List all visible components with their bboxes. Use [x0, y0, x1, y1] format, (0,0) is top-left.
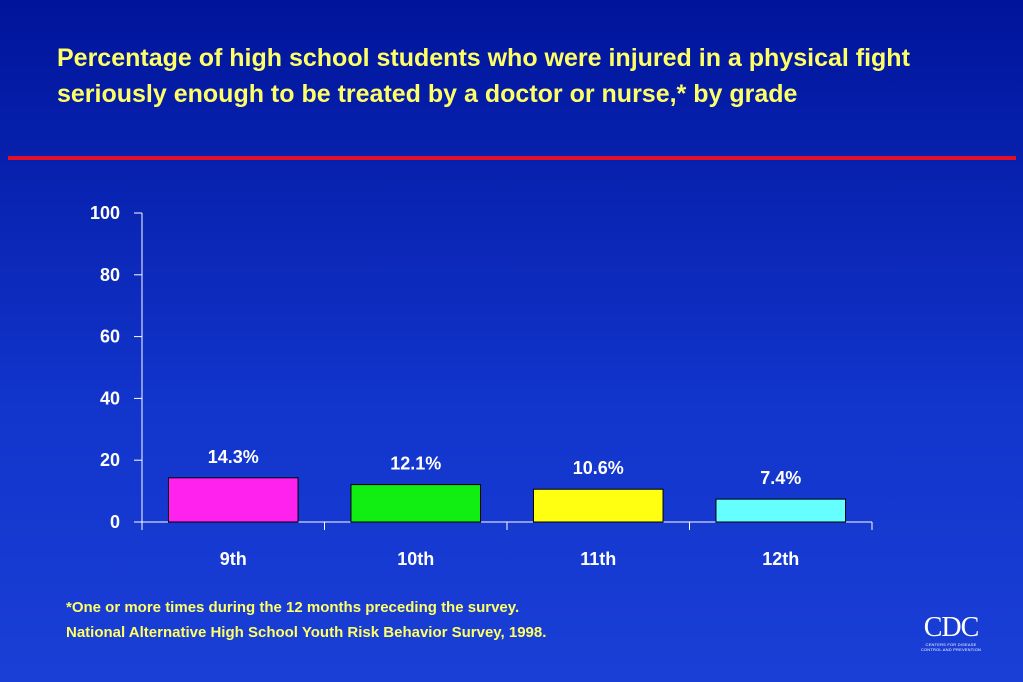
slide-title: Percentage of high school students who w…	[57, 44, 910, 108]
x-tick-label: 9th	[220, 549, 247, 569]
y-tick-label: 100	[90, 203, 120, 223]
bar-10th	[350, 484, 482, 523]
bar-9th	[167, 477, 299, 523]
cdc-logo: CDC CENTERS FOR DISEASE CONTROL AND PREV…	[918, 612, 984, 653]
y-tick-label: 40	[100, 388, 120, 408]
bar-11th	[532, 488, 664, 523]
footnote-definition: *One or more times during the 12 months …	[66, 599, 520, 616]
bar-12th	[715, 498, 847, 523]
x-tick-label: 12th	[762, 549, 799, 569]
cdc-logo-subtext: CENTERS FOR DISEASE CONTROL AND PREVENTI…	[920, 642, 982, 652]
cdc-logo-mark: CDC	[923, 612, 980, 643]
y-tick-label: 0	[110, 512, 120, 532]
data-label: 14.3%	[208, 447, 259, 467]
title-divider	[8, 156, 1016, 160]
y-tick-label: 80	[100, 265, 120, 285]
y-tick-label: 20	[100, 450, 120, 470]
y-tick-label: 60	[100, 327, 120, 347]
data-label: 10.6%	[573, 458, 624, 478]
data-label: 12.1%	[390, 454, 441, 474]
x-tick-label: 11th	[580, 549, 616, 569]
data-label: 7.4%	[760, 468, 801, 488]
footnote-source: National Alternative High School Youth R…	[66, 624, 547, 641]
bar-chart: 0 20 40 60 80 100 14.3% 9th 12.1% 10th 10.6% 11th 7.…	[90, 203, 847, 569]
x-tick-label: 10th	[397, 549, 434, 569]
